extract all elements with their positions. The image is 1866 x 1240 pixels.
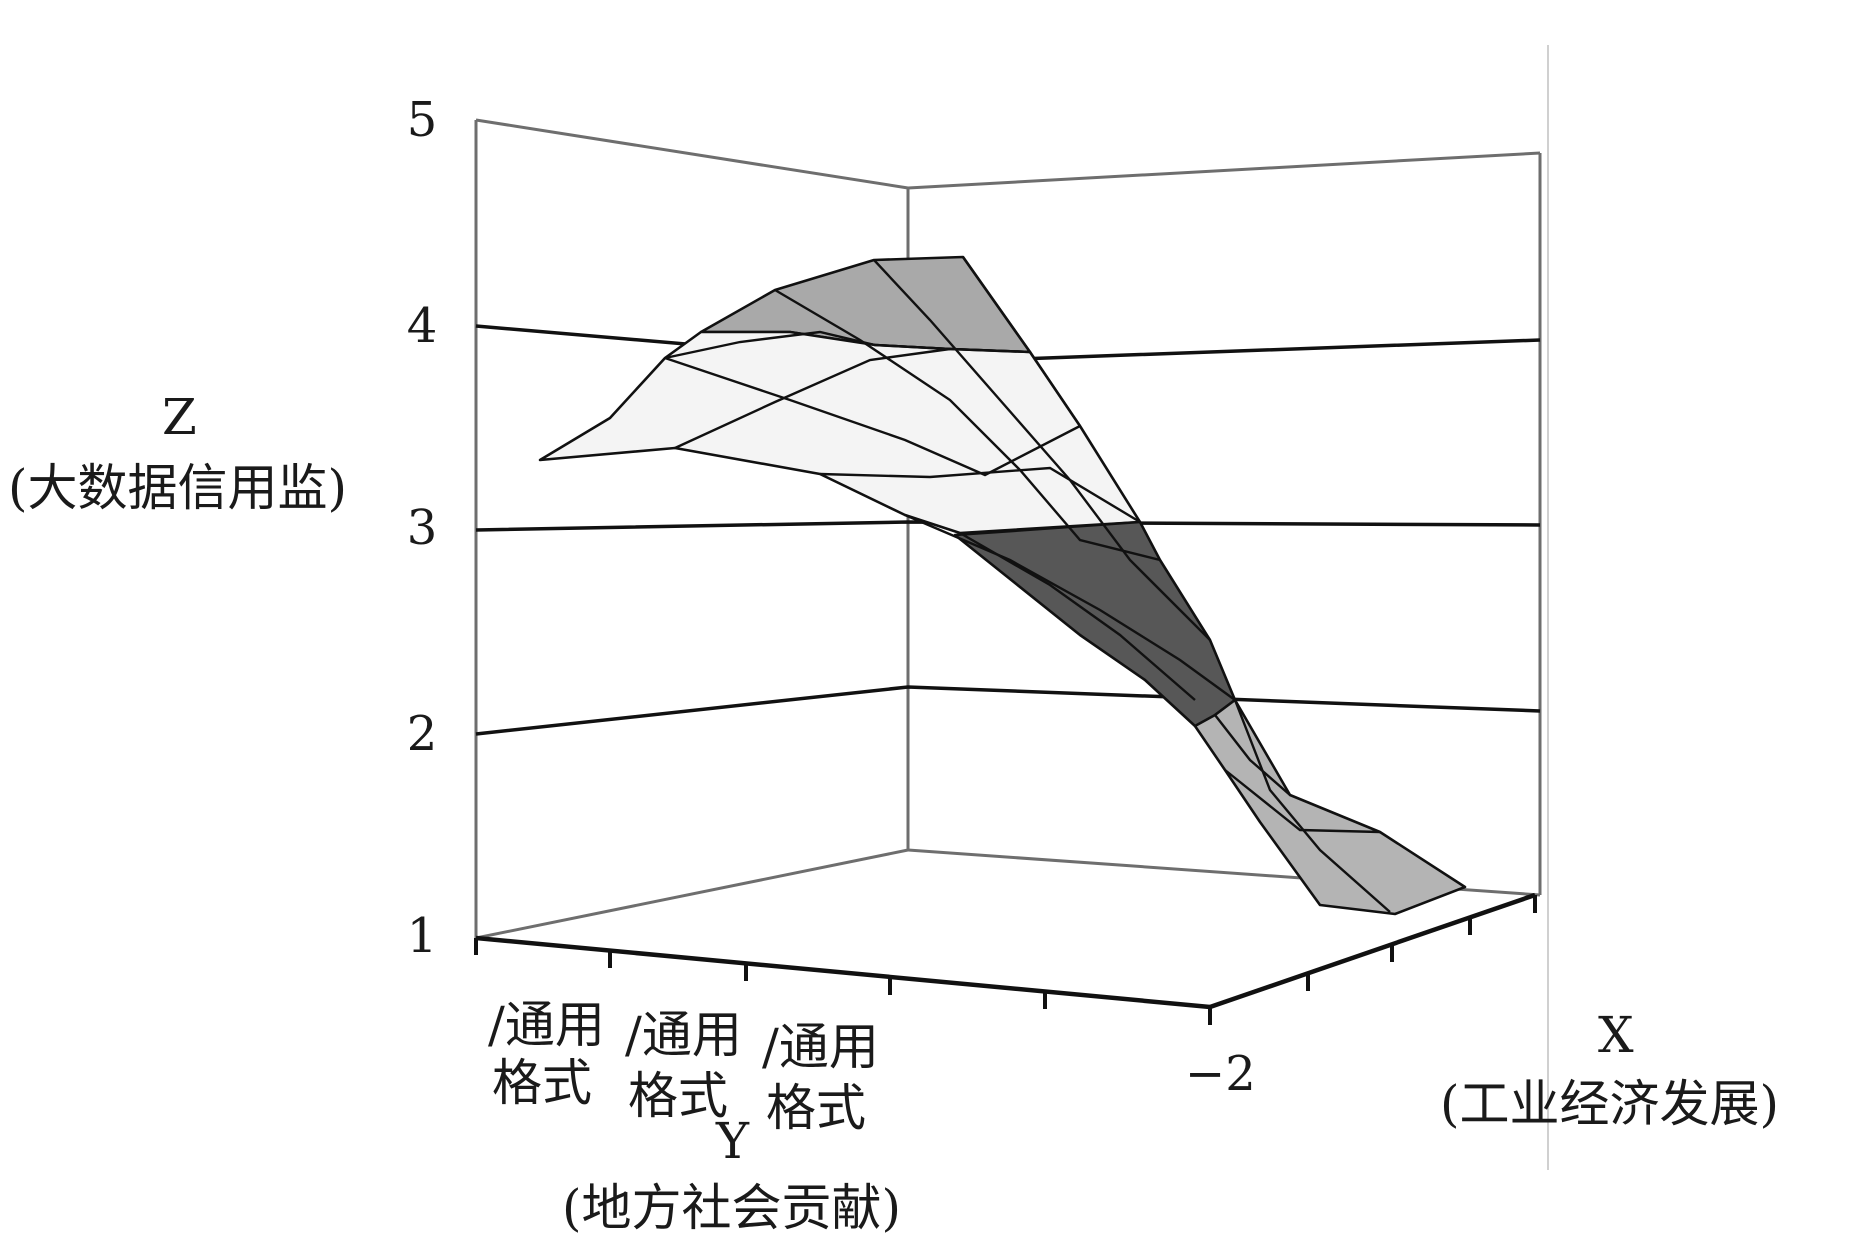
floor-axes xyxy=(475,892,1536,1010)
floor-left-edge xyxy=(475,848,909,940)
mesh-low-2 xyxy=(1233,699,1391,913)
y-tick-label-line1: /通用 xyxy=(488,996,605,1054)
mesh-col-5 xyxy=(904,513,1236,701)
y-axis-line xyxy=(475,935,1211,1010)
z-axis-label-line2: (大数据信用监) xyxy=(8,459,348,517)
y-tick-label-line2: 格式 xyxy=(492,1054,592,1112)
right-wall-top-edge xyxy=(907,151,1541,190)
gridline-z2 xyxy=(475,685,1541,736)
x-axis-line xyxy=(1209,892,1536,1010)
mesh-col-2 xyxy=(774,288,1161,562)
mesh-low-1 xyxy=(1214,714,1291,796)
y-tick-label-line1: /通用 xyxy=(625,1006,742,1064)
mesh-low-3 xyxy=(1224,769,1381,834)
mesh-col-3 xyxy=(873,259,1211,641)
z-tick-label: 2 xyxy=(406,706,438,762)
surface-facet-band-3 xyxy=(538,330,1142,535)
mesh-row-1 xyxy=(664,330,1031,360)
left-wall-top-edge xyxy=(475,118,909,190)
axis-ticks xyxy=(474,895,1537,1025)
surface-facet-band-1 xyxy=(1193,698,1467,916)
y-tick-label-line2: 格式 xyxy=(766,1079,866,1137)
mesh-col-4 xyxy=(962,256,1081,427)
x-axis-label-line1: X xyxy=(1598,1006,1634,1064)
mesh-row-2 xyxy=(674,347,951,450)
x-tick-label: −2 xyxy=(1185,1046,1256,1102)
y-tick-label-line1: /通用 xyxy=(762,1018,879,1076)
z-axis-label-line1: Z xyxy=(162,388,197,446)
surface xyxy=(538,255,1467,916)
mesh-col-6 xyxy=(959,531,1196,701)
z-tick-label: 3 xyxy=(406,500,438,556)
y-tick-label-line2: 格式 xyxy=(628,1067,728,1125)
gridline-z3 xyxy=(475,520,1541,532)
z-tick-label: 5 xyxy=(406,92,438,148)
y-axis-label-line2: (地方社会贡献) xyxy=(562,1179,902,1237)
surface-mesh xyxy=(664,256,1391,913)
z-tick-label: 4 xyxy=(406,298,438,354)
mesh-col-1 xyxy=(664,356,1081,477)
x-axis-label-line2: (工业经济发展) xyxy=(1440,1075,1780,1133)
y-axis-label-line1: Y xyxy=(716,1112,750,1170)
z-tick-label: 1 xyxy=(406,908,438,964)
